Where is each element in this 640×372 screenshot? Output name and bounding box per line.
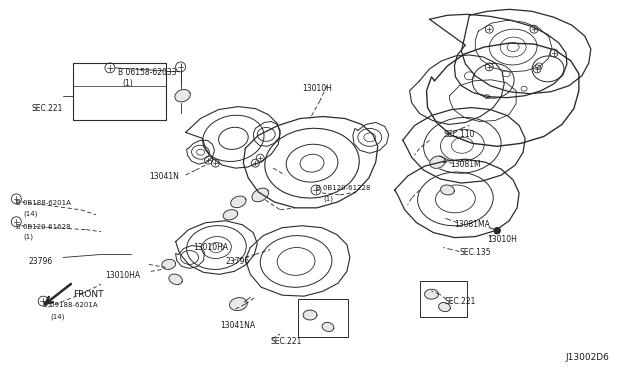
Text: 13081M: 13081M <box>451 160 481 169</box>
Polygon shape <box>438 302 451 312</box>
Polygon shape <box>169 274 182 285</box>
Bar <box>298 299 348 337</box>
Text: 13041N: 13041N <box>148 172 179 181</box>
Polygon shape <box>230 196 246 208</box>
Text: 13081MA: 13081MA <box>454 220 490 229</box>
Text: (14): (14) <box>23 211 38 217</box>
Text: 13010H: 13010H <box>302 84 332 93</box>
Text: B 06158-62033: B 06158-62033 <box>118 68 177 77</box>
Text: SEC.221: SEC.221 <box>444 297 476 306</box>
Polygon shape <box>175 90 190 102</box>
Text: (14): (14) <box>50 313 65 320</box>
Text: SEC.221: SEC.221 <box>270 337 301 346</box>
Text: 13010H: 13010H <box>487 235 517 244</box>
Polygon shape <box>223 210 237 220</box>
Polygon shape <box>252 188 269 202</box>
Text: J13002D6: J13002D6 <box>566 353 610 362</box>
Text: B 0B188-6201A: B 0B188-6201A <box>17 200 71 206</box>
Text: B 0B120-61228: B 0B120-61228 <box>316 185 371 191</box>
Polygon shape <box>162 259 175 269</box>
Text: FRONT: FRONT <box>73 290 104 299</box>
Text: B 0B120-61628: B 0B120-61628 <box>17 224 71 230</box>
Text: 13041NA: 13041NA <box>220 321 255 330</box>
Polygon shape <box>424 289 438 299</box>
Text: SEC.221: SEC.221 <box>31 104 63 113</box>
Polygon shape <box>303 310 317 320</box>
Text: (1): (1) <box>23 234 33 240</box>
Polygon shape <box>230 298 247 311</box>
Text: (1): (1) <box>123 79 134 88</box>
Text: B 09188-6201A: B 09188-6201A <box>44 302 98 308</box>
Polygon shape <box>322 323 334 331</box>
Text: (1): (1) <box>323 196 333 202</box>
Text: 23796: 23796 <box>28 257 52 266</box>
Circle shape <box>494 228 500 234</box>
Text: SEC.110: SEC.110 <box>444 131 475 140</box>
Text: 13010HA: 13010HA <box>105 271 140 280</box>
Bar <box>420 281 467 317</box>
Polygon shape <box>430 156 445 169</box>
Polygon shape <box>440 185 454 195</box>
Text: SEC.135: SEC.135 <box>460 247 491 257</box>
Bar <box>73 63 166 121</box>
Text: 23796: 23796 <box>225 257 250 266</box>
Text: 13010HA: 13010HA <box>193 243 228 251</box>
